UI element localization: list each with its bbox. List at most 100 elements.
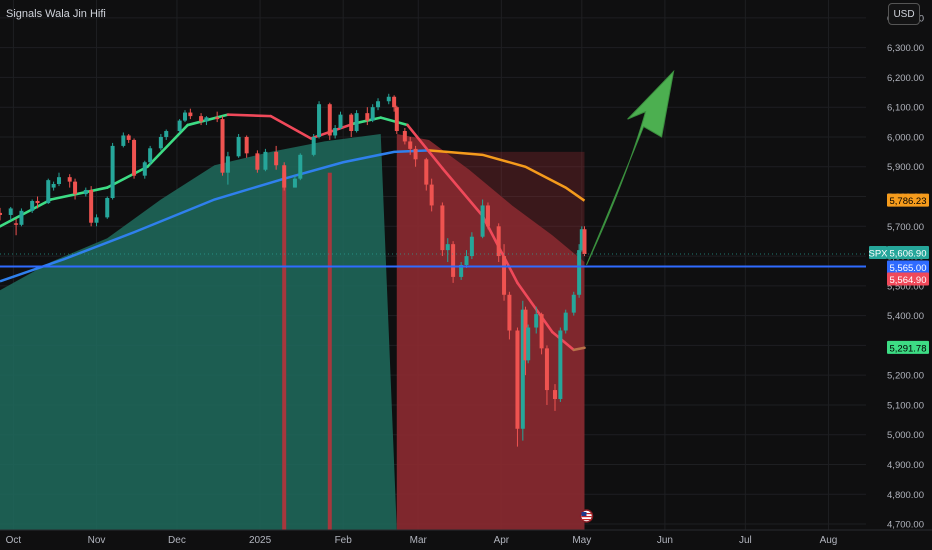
candle-body xyxy=(365,113,370,121)
candle-body xyxy=(349,114,354,132)
candle-body xyxy=(105,198,110,218)
y-tick-label: 6,200.00 xyxy=(887,73,924,84)
price-tag-bg xyxy=(869,246,887,260)
horizontal-line[interactable] xyxy=(0,253,866,268)
candle-body xyxy=(534,314,539,328)
candle-body xyxy=(327,104,332,136)
price-tag-label: 5,606.90 xyxy=(890,249,927,260)
candle-body xyxy=(204,117,209,122)
candle-body xyxy=(459,265,464,277)
candle-body xyxy=(177,120,182,132)
x-tick-label: 2025 xyxy=(249,535,272,546)
candle-body xyxy=(274,151,279,166)
price-tag-bg xyxy=(887,272,929,286)
candle-body xyxy=(158,136,163,149)
y-tick-label: 5,000.00 xyxy=(887,430,924,441)
red-stripe xyxy=(282,172,287,530)
x-tick-label: Mar xyxy=(410,535,428,546)
candle-body xyxy=(121,135,126,146)
candle-body xyxy=(544,348,549,391)
x-tick-label: Jul xyxy=(739,535,752,546)
y-tick-label: 4,700.00 xyxy=(887,520,924,531)
ema-fast-line xyxy=(146,123,189,169)
candle-body xyxy=(263,151,268,170)
candle-body xyxy=(142,162,147,176)
candle-body xyxy=(539,314,544,349)
candle-body xyxy=(30,200,35,211)
candle-body xyxy=(73,181,78,195)
candle-body xyxy=(317,104,322,137)
candle-body xyxy=(148,148,153,163)
candle-body xyxy=(558,330,563,399)
candle-body xyxy=(282,165,287,188)
ema-fast-line xyxy=(269,114,313,140)
candle-body xyxy=(520,309,525,429)
price-tag-label: 5,565.00 xyxy=(890,263,927,274)
candle-body xyxy=(563,312,568,331)
candle-body xyxy=(182,112,187,121)
candle-body xyxy=(502,256,507,295)
candle-body xyxy=(451,244,456,277)
candle-body xyxy=(464,256,469,265)
indicator-lines xyxy=(0,113,586,352)
candle-body xyxy=(480,205,485,237)
candle-body xyxy=(424,159,429,185)
price-tag-bg xyxy=(887,340,929,354)
y-tick-label: 5,700.00 xyxy=(887,222,924,233)
x-tick-label: Aug xyxy=(820,535,838,546)
area-green xyxy=(0,133,397,530)
ema-fast-line xyxy=(49,186,109,201)
currency-button[interactable]: USD xyxy=(888,3,920,25)
time-axis[interactable]: Oct Nov Dec 2025 Feb Mar Apr May Jun Jul Aug xyxy=(0,529,932,546)
red-stripes xyxy=(282,172,332,530)
candle-body xyxy=(440,205,445,251)
candle-body xyxy=(354,113,359,132)
candle-body xyxy=(311,136,316,155)
candle-body xyxy=(394,107,399,132)
candle-body xyxy=(298,154,303,179)
candle-body xyxy=(445,244,450,251)
candle-body xyxy=(515,330,520,429)
candle-body xyxy=(469,236,474,257)
y-tick-label: 5,500.00 xyxy=(887,281,924,292)
flag-stripe xyxy=(581,519,592,521)
candle-body xyxy=(35,200,40,204)
ema-fast-line xyxy=(441,166,484,218)
candle-body xyxy=(236,136,241,157)
x-tick-label: Nov xyxy=(88,535,106,546)
price-tag-label: 5,291.78 xyxy=(890,343,927,354)
y-tick-label: 5,400.00 xyxy=(887,311,924,322)
candle-body xyxy=(220,119,225,173)
us-flag-icon[interactable] xyxy=(579,509,594,523)
red-stripe xyxy=(327,172,332,530)
candle-body xyxy=(8,208,13,215)
trend-arrow xyxy=(586,69,675,266)
x-tick-label: Jun xyxy=(657,535,673,546)
candlesticks[interactable] xyxy=(0,93,587,447)
price-tag-label: 5,564.90 xyxy=(890,275,927,286)
candle-body xyxy=(582,229,587,255)
candle-body xyxy=(244,136,249,154)
candle-body xyxy=(523,309,528,361)
y-tick-label: 6,000.00 xyxy=(887,132,924,143)
candle-body xyxy=(132,139,137,176)
ema-fast-line xyxy=(226,113,273,118)
candle-body xyxy=(46,180,51,204)
flag-canton xyxy=(581,512,587,516)
candle-body xyxy=(496,226,501,257)
x-tick-label: Apr xyxy=(494,535,510,546)
candle-body xyxy=(255,153,260,170)
candle-body xyxy=(408,141,413,149)
candle-body xyxy=(392,96,397,108)
candle-body xyxy=(386,96,391,102)
candle-body xyxy=(110,145,115,199)
candle-body xyxy=(579,229,584,251)
candle-body xyxy=(571,294,576,313)
flag-stripe xyxy=(581,516,592,518)
candle-body xyxy=(485,205,490,227)
candle-body xyxy=(507,294,512,331)
x-tick-label: Oct xyxy=(6,535,22,546)
price-tag-bg xyxy=(887,193,929,207)
ema-fast-line xyxy=(551,330,576,352)
